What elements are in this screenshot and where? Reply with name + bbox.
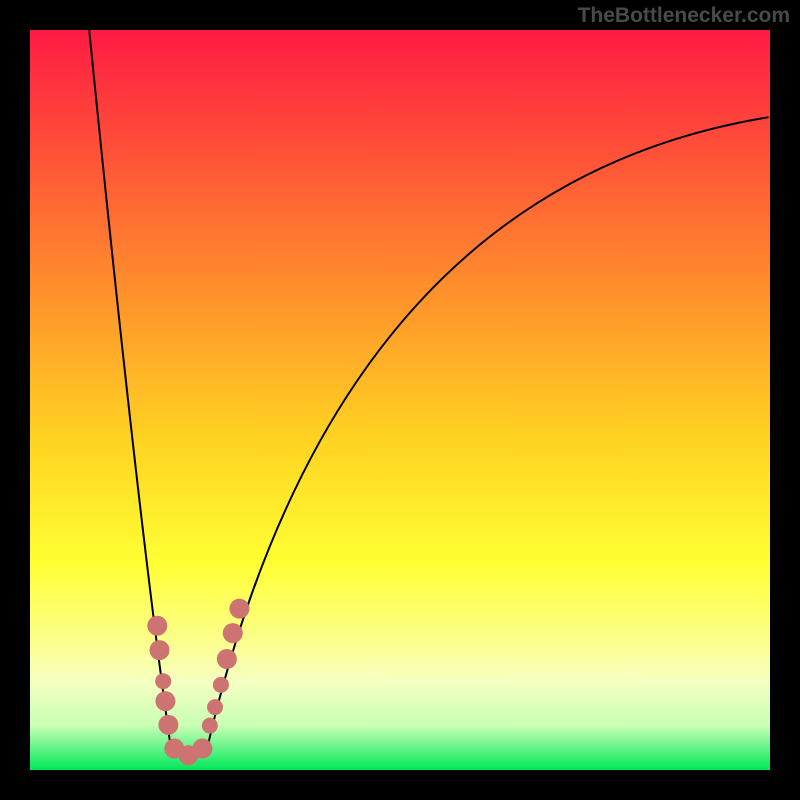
data-marker — [150, 640, 170, 660]
chart-root: TheBottlenecker.com — [0, 0, 800, 800]
data-marker — [155, 691, 175, 711]
data-marker — [158, 715, 178, 735]
data-marker — [155, 673, 171, 689]
data-marker — [217, 649, 237, 669]
data-marker — [207, 699, 223, 715]
data-marker — [223, 623, 243, 643]
data-marker — [202, 718, 218, 734]
data-marker — [192, 739, 212, 759]
data-marker — [213, 677, 229, 693]
data-marker — [229, 599, 249, 619]
gradient-background — [30, 30, 770, 770]
watermark-text: TheBottlenecker.com — [578, 4, 790, 28]
chart-svg — [0, 0, 800, 800]
data-marker — [147, 616, 167, 636]
